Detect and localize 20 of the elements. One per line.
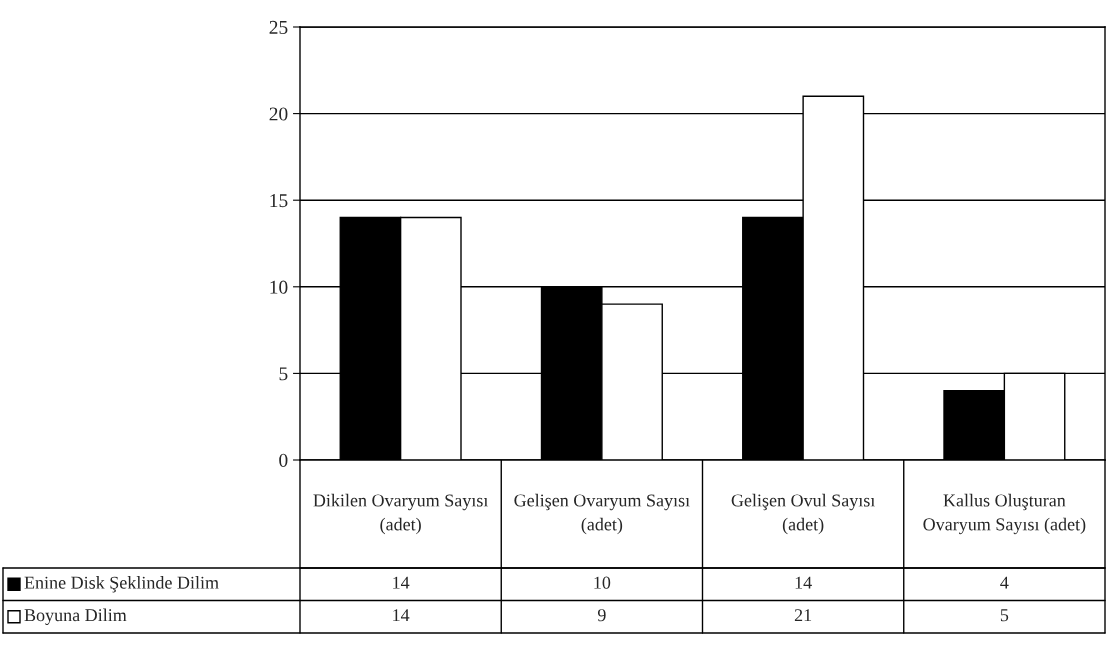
legend-label: Boyuna Dilim bbox=[24, 608, 127, 625]
y-tick-label: 10 bbox=[270, 280, 288, 294]
data-label: 5 bbox=[1000, 609, 1009, 622]
data-label: 21 bbox=[794, 609, 812, 622]
x-tick-label: Gelişen Ovaryum Sayısı (adet) bbox=[514, 493, 690, 535]
y-tick-label: 20 bbox=[269, 107, 288, 121]
data-label: 14 bbox=[393, 576, 410, 589]
y-tick-label: 0 bbox=[279, 453, 288, 467]
data-label: 14 bbox=[393, 609, 410, 622]
data-label: 14 bbox=[795, 576, 812, 589]
data-label: 9 bbox=[597, 609, 606, 622]
x-tick-label: Gelişen Ovul Sayısı (adet) bbox=[731, 493, 875, 535]
data-label: 4 bbox=[1000, 576, 1009, 589]
x-tick-label: Kallus Oluşturan Ovaryum Sayısı (adet) bbox=[923, 493, 1086, 535]
data-label: 10 bbox=[594, 576, 611, 589]
y-tick-label: 5 bbox=[279, 367, 288, 381]
y-tick-label: 25 bbox=[269, 20, 288, 34]
legend-label: Enine Disk Şeklinde Dilim bbox=[24, 576, 219, 593]
y-tick-label: 15 bbox=[270, 194, 288, 208]
x-tick-label: Dikilen Ovaryum Sayısı (adet) bbox=[313, 493, 489, 535]
